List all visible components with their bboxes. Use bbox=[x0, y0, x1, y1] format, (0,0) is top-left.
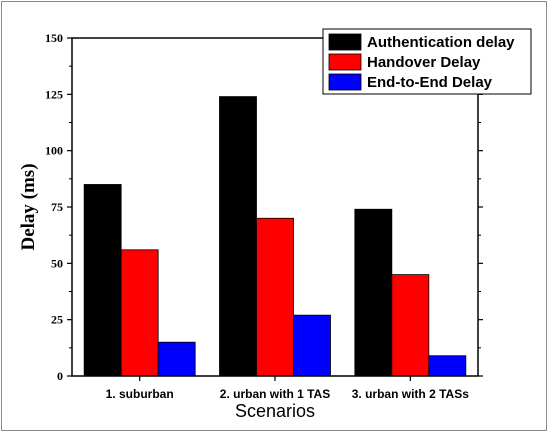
x-tick-label: 1. suburban bbox=[106, 387, 174, 401]
legend-label-3: End-to-End Delay bbox=[367, 74, 493, 91]
bar-3-3 bbox=[428, 355, 467, 377]
y-tick-label: 125 bbox=[45, 87, 63, 101]
bar-2-1 bbox=[120, 249, 159, 377]
y-tick-label: 0 bbox=[57, 369, 63, 383]
y-axis-label: Delay (ms) bbox=[18, 163, 39, 250]
bars-layer bbox=[83, 96, 467, 377]
x-axis: 1. suburban 2. urban with 1 TAS 3. urban w… bbox=[106, 376, 469, 401]
bar-3-1 bbox=[157, 341, 196, 377]
y-tick-label: 100 bbox=[45, 144, 63, 158]
bar-1-3 bbox=[354, 208, 393, 377]
y-tick-label: 25 bbox=[51, 313, 63, 327]
legend-swatch-3 bbox=[328, 73, 362, 91]
x-tick-label: 2. urban with 1 TAS bbox=[220, 387, 330, 401]
x-tick-label: 3. urban with 2 TASs bbox=[352, 387, 469, 401]
legend: Authentication delay Handover Delay End-to… bbox=[322, 28, 532, 95]
bar-2-3 bbox=[391, 274, 430, 377]
bar-2-2 bbox=[256, 217, 294, 377]
bar-3-2 bbox=[293, 314, 331, 377]
x-axis-label: Scenarios bbox=[235, 401, 315, 421]
legend-swatch-1 bbox=[328, 33, 362, 51]
y-axis: 0 25 50 75 100 125 150 bbox=[45, 31, 483, 383]
y-tick-label: 50 bbox=[51, 256, 63, 270]
y-tick-label: 75 bbox=[51, 200, 63, 214]
y-tick-label: 150 bbox=[45, 31, 63, 45]
bar-1-2 bbox=[219, 96, 257, 377]
legend-label-1: Authentication delay bbox=[367, 34, 515, 51]
bar-1-1 bbox=[83, 184, 122, 377]
legend-label-2: Handover Delay bbox=[367, 54, 481, 71]
legend-swatch-2 bbox=[328, 53, 362, 71]
